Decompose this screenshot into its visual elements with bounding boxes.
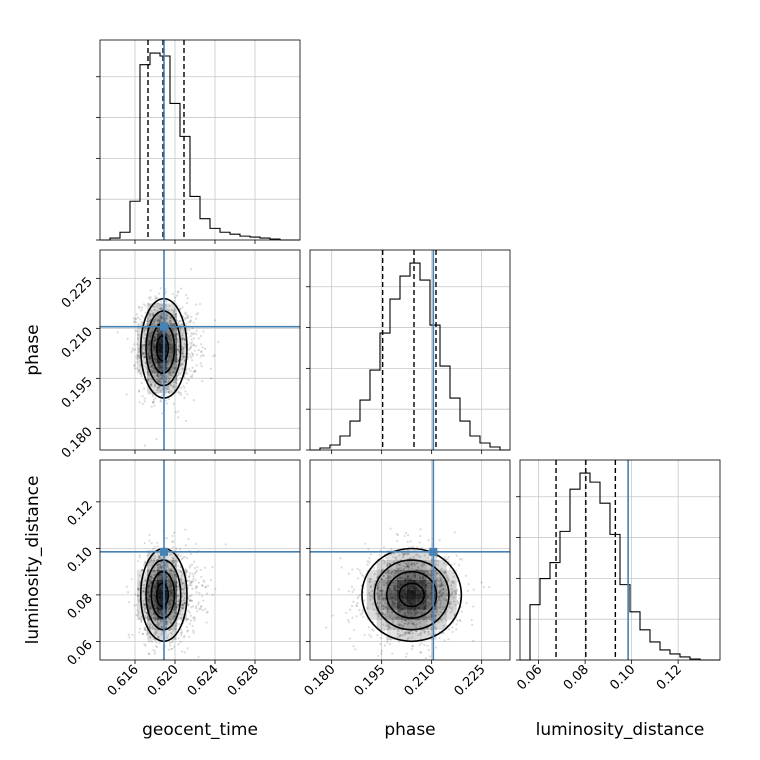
contour-line: [361, 547, 463, 643]
histogram-panel-phase: [306, 249, 511, 454]
contour-line: [386, 570, 438, 619]
histogram-step-geocent-time: [100, 52, 300, 241]
contour-line: [155, 335, 170, 362]
x-axis-label-luminosity-distance: luminosity_distance: [536, 720, 705, 740]
truth-marker: [160, 322, 168, 331]
x-axis-label-geocent-time: geocent_time: [142, 720, 258, 740]
truth-marker: [429, 547, 438, 556]
y-axis-label-phase: phase: [23, 324, 43, 375]
histogram-panel-geocent-time: [96, 39, 301, 244]
x-axis-label-phase: phase: [384, 720, 435, 740]
contour-line: [373, 559, 450, 631]
contour-line: [398, 582, 425, 608]
truth-marker: [160, 547, 168, 556]
contour-line: [150, 570, 176, 619]
contour-line: [155, 582, 170, 608]
y-axis-label-luminosity-distance: luminosity_distance: [23, 476, 43, 645]
histogram-step-luminosity-distance: [520, 472, 720, 661]
histogram-step-phase: [310, 262, 510, 451]
